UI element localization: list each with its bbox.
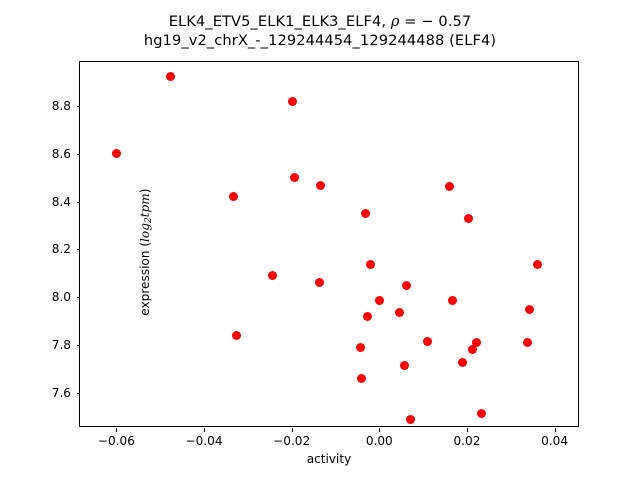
- data-point: [525, 305, 535, 315]
- data-point: [112, 149, 122, 158]
- data-point: [399, 360, 409, 370]
- data-point: [365, 259, 375, 269]
- y-tick-label: 8.6: [51, 146, 71, 161]
- y-tick-mark: [76, 249, 80, 251]
- data-point: [405, 415, 415, 425]
- data-point: [532, 259, 542, 269]
- plot-axes-frame: −0.06 −0.04 −0.02 0.00 0.02 0.04 7.6 7.8 8.0 8.2 8…: [52, 61, 579, 448]
- data-point: [423, 336, 432, 346]
- data-point: [315, 181, 325, 191]
- data-point: [477, 408, 487, 418]
- x-tick-mark: [291, 428, 293, 432]
- data-point: [402, 281, 412, 291]
- y-tick-mark: [76, 297, 80, 299]
- y-tick-mark: [76, 153, 80, 155]
- x-tick-mark: [379, 428, 381, 432]
- chart-title-line-1: ELK4_ETV5_ELK1_ELK3_ELF4, ρ = − 0.57: [0, 12, 640, 31]
- data-point: [463, 213, 473, 223]
- y-tick-mark: [76, 344, 80, 346]
- x-tick-label: −0.06: [97, 434, 135, 448]
- x-tick-mark: [554, 428, 556, 432]
- y-tick-mark: [76, 392, 80, 394]
- chart-title: ELK4_ETV5_ELK1_ELK3_ELF4, ρ = − 0.57 hg1…: [0, 12, 640, 50]
- x-tick-label: 0.04: [541, 434, 569, 448]
- data-point: [231, 330, 241, 340]
- y-tick-label: 8.8: [51, 98, 71, 113]
- data-point: [363, 312, 373, 322]
- y-axis-label-tpm: tpm: [137, 193, 152, 218]
- x-axis-label: activity: [306, 452, 352, 466]
- chart-title-motif: ELK4_ETV5_ELK1_ELK3_ELF4,: [168, 13, 391, 30]
- y-tick-label: 7.6: [51, 385, 71, 400]
- y-tick-label: 8.2: [51, 242, 71, 257]
- y-axis-label-suffix: ): [137, 188, 152, 194]
- y-tick-label: 7.8: [51, 337, 71, 352]
- data-point: [467, 345, 477, 355]
- data-point: [267, 271, 277, 281]
- data-point: [229, 192, 239, 201]
- data-point: [375, 296, 385, 306]
- data-point: [289, 172, 299, 182]
- x-tick-label: 0.00: [365, 434, 393, 448]
- y-axis-label-log: log: [137, 223, 152, 242]
- data-point: [523, 337, 533, 347]
- chart-title-line-2: hg19_v2_chrX_-_129244454_129244488 (ELF4…: [143, 32, 497, 49]
- y-tick-mark: [76, 201, 80, 203]
- y-axis-label-subscript: 2: [144, 217, 155, 224]
- data-point: [394, 307, 404, 317]
- x-tick-mark: [204, 428, 205, 432]
- data-point: [288, 96, 298, 106]
- y-tick-label: 8.4: [51, 194, 71, 209]
- data-point: [166, 71, 176, 81]
- data-point: [355, 343, 365, 353]
- x-tick-label: −0.04: [185, 434, 223, 448]
- plot-data-area: [80, 62, 578, 426]
- data-point: [471, 337, 481, 347]
- y-tick-label: 8.0: [51, 290, 71, 305]
- data-point: [315, 277, 325, 287]
- data-point: [448, 296, 458, 306]
- y-axis-label: expression (log2tpm): [138, 102, 154, 402]
- data-point: [444, 182, 454, 192]
- data-point: [357, 374, 367, 384]
- y-axis-label-prefix: expression (: [137, 241, 152, 316]
- rho-symbol: ρ: [390, 13, 400, 30]
- x-tick-mark: [466, 428, 468, 432]
- x-tick-label: 0.02: [453, 434, 481, 448]
- x-tick-mark: [116, 428, 118, 432]
- data-point: [458, 358, 468, 368]
- x-tick-label: −0.02: [273, 434, 311, 448]
- y-tick-mark: [76, 105, 80, 107]
- rho-value: = − 0.57: [399, 13, 472, 30]
- data-point: [361, 209, 371, 219]
